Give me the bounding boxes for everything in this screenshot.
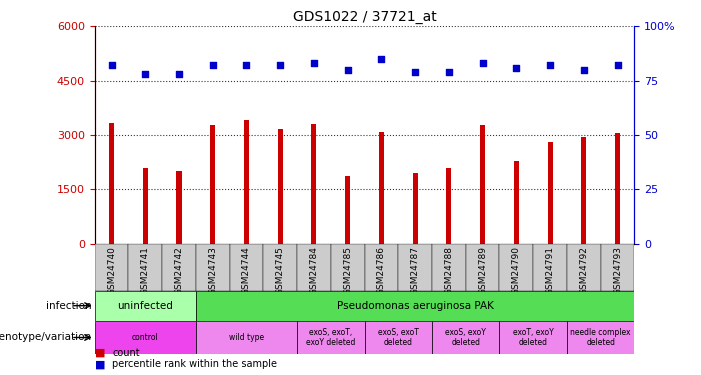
Bar	[447, 168, 451, 244]
Bar	[244, 120, 249, 244]
Text: wild type: wild type	[229, 333, 264, 342]
Text: exoT, exoY
deleted: exoT, exoY deleted	[513, 328, 554, 347]
Bar	[210, 125, 215, 244]
Text: GSM24786: GSM24786	[377, 246, 386, 295]
Bar	[264, 244, 297, 291]
Text: GSM24788: GSM24788	[444, 246, 454, 295]
Text: GSM24787: GSM24787	[411, 246, 420, 295]
Text: count: count	[112, 348, 139, 358]
Point	[308, 60, 320, 66]
Bar	[95, 321, 196, 354]
Bar	[177, 171, 182, 244]
Point	[106, 62, 117, 68]
Point	[376, 56, 387, 62]
Bar	[499, 244, 533, 291]
Point	[443, 69, 454, 75]
Text: ■: ■	[95, 348, 105, 358]
Point	[275, 62, 286, 68]
Bar	[581, 137, 586, 244]
Bar	[567, 244, 601, 291]
Bar	[514, 162, 519, 244]
Point	[612, 62, 623, 68]
Bar	[379, 132, 384, 244]
Text: GSM24791: GSM24791	[545, 246, 554, 295]
Text: GSM24793: GSM24793	[613, 246, 622, 295]
Bar	[533, 244, 567, 291]
Text: GSM24740: GSM24740	[107, 246, 116, 295]
Point	[477, 60, 488, 66]
Bar	[547, 142, 552, 244]
Text: Pseudomonas aeruginosa PAK: Pseudomonas aeruginosa PAK	[336, 301, 494, 310]
Bar	[128, 244, 162, 291]
Text: uninfected: uninfected	[117, 301, 173, 310]
Text: GSM24744: GSM24744	[242, 246, 251, 295]
Bar	[499, 321, 567, 354]
Bar	[230, 244, 264, 291]
Text: infection: infection	[46, 301, 91, 310]
Text: GSM24741: GSM24741	[141, 246, 150, 295]
Text: GSM24743: GSM24743	[208, 246, 217, 295]
Text: exoS, exoT
deleted: exoS, exoT deleted	[378, 328, 418, 347]
Bar	[278, 129, 283, 244]
Bar	[480, 125, 485, 244]
Bar	[143, 168, 148, 244]
Title: GDS1022 / 37721_at: GDS1022 / 37721_at	[292, 10, 437, 24]
Point	[511, 64, 522, 70]
Text: GSM24742: GSM24742	[175, 246, 184, 295]
Text: exoS, exoY
deleted: exoS, exoY deleted	[445, 328, 486, 347]
Text: percentile rank within the sample: percentile rank within the sample	[112, 359, 277, 369]
Bar	[196, 244, 230, 291]
Point	[409, 69, 421, 75]
Bar	[398, 244, 432, 291]
Bar	[196, 291, 634, 321]
Bar	[601, 244, 634, 291]
Text: GSM24785: GSM24785	[343, 246, 352, 295]
Bar	[331, 244, 365, 291]
Point	[342, 67, 353, 73]
Bar	[95, 244, 128, 291]
Text: exoS, exoT,
exoY deleted: exoS, exoT, exoY deleted	[306, 328, 355, 347]
Text: GSM24789: GSM24789	[478, 246, 487, 295]
Text: genotype/variation: genotype/variation	[0, 333, 91, 342]
Bar	[465, 244, 499, 291]
Bar	[345, 176, 350, 244]
Point	[139, 71, 151, 77]
Bar	[567, 321, 634, 354]
Point	[207, 62, 218, 68]
Bar	[297, 244, 331, 291]
Bar	[297, 321, 365, 354]
Bar	[615, 133, 620, 244]
Point	[545, 62, 556, 68]
Text: control: control	[132, 333, 158, 342]
Bar	[162, 244, 196, 291]
Text: GSM24784: GSM24784	[309, 246, 318, 295]
Point	[578, 67, 590, 73]
Text: GSM24745: GSM24745	[275, 246, 285, 295]
Text: needle complex
deleted: needle complex deleted	[571, 328, 631, 347]
Bar	[311, 124, 316, 244]
Bar	[365, 244, 398, 291]
Text: ■: ■	[95, 359, 105, 369]
Text: GSM24792: GSM24792	[579, 246, 588, 295]
Bar	[95, 291, 196, 321]
Point	[241, 62, 252, 68]
Bar	[432, 244, 465, 291]
Point	[173, 71, 184, 77]
Bar	[109, 123, 114, 244]
Bar	[413, 173, 418, 244]
Bar	[432, 321, 499, 354]
Text: GSM24790: GSM24790	[512, 246, 521, 295]
Bar	[196, 321, 297, 354]
Bar	[365, 321, 432, 354]
